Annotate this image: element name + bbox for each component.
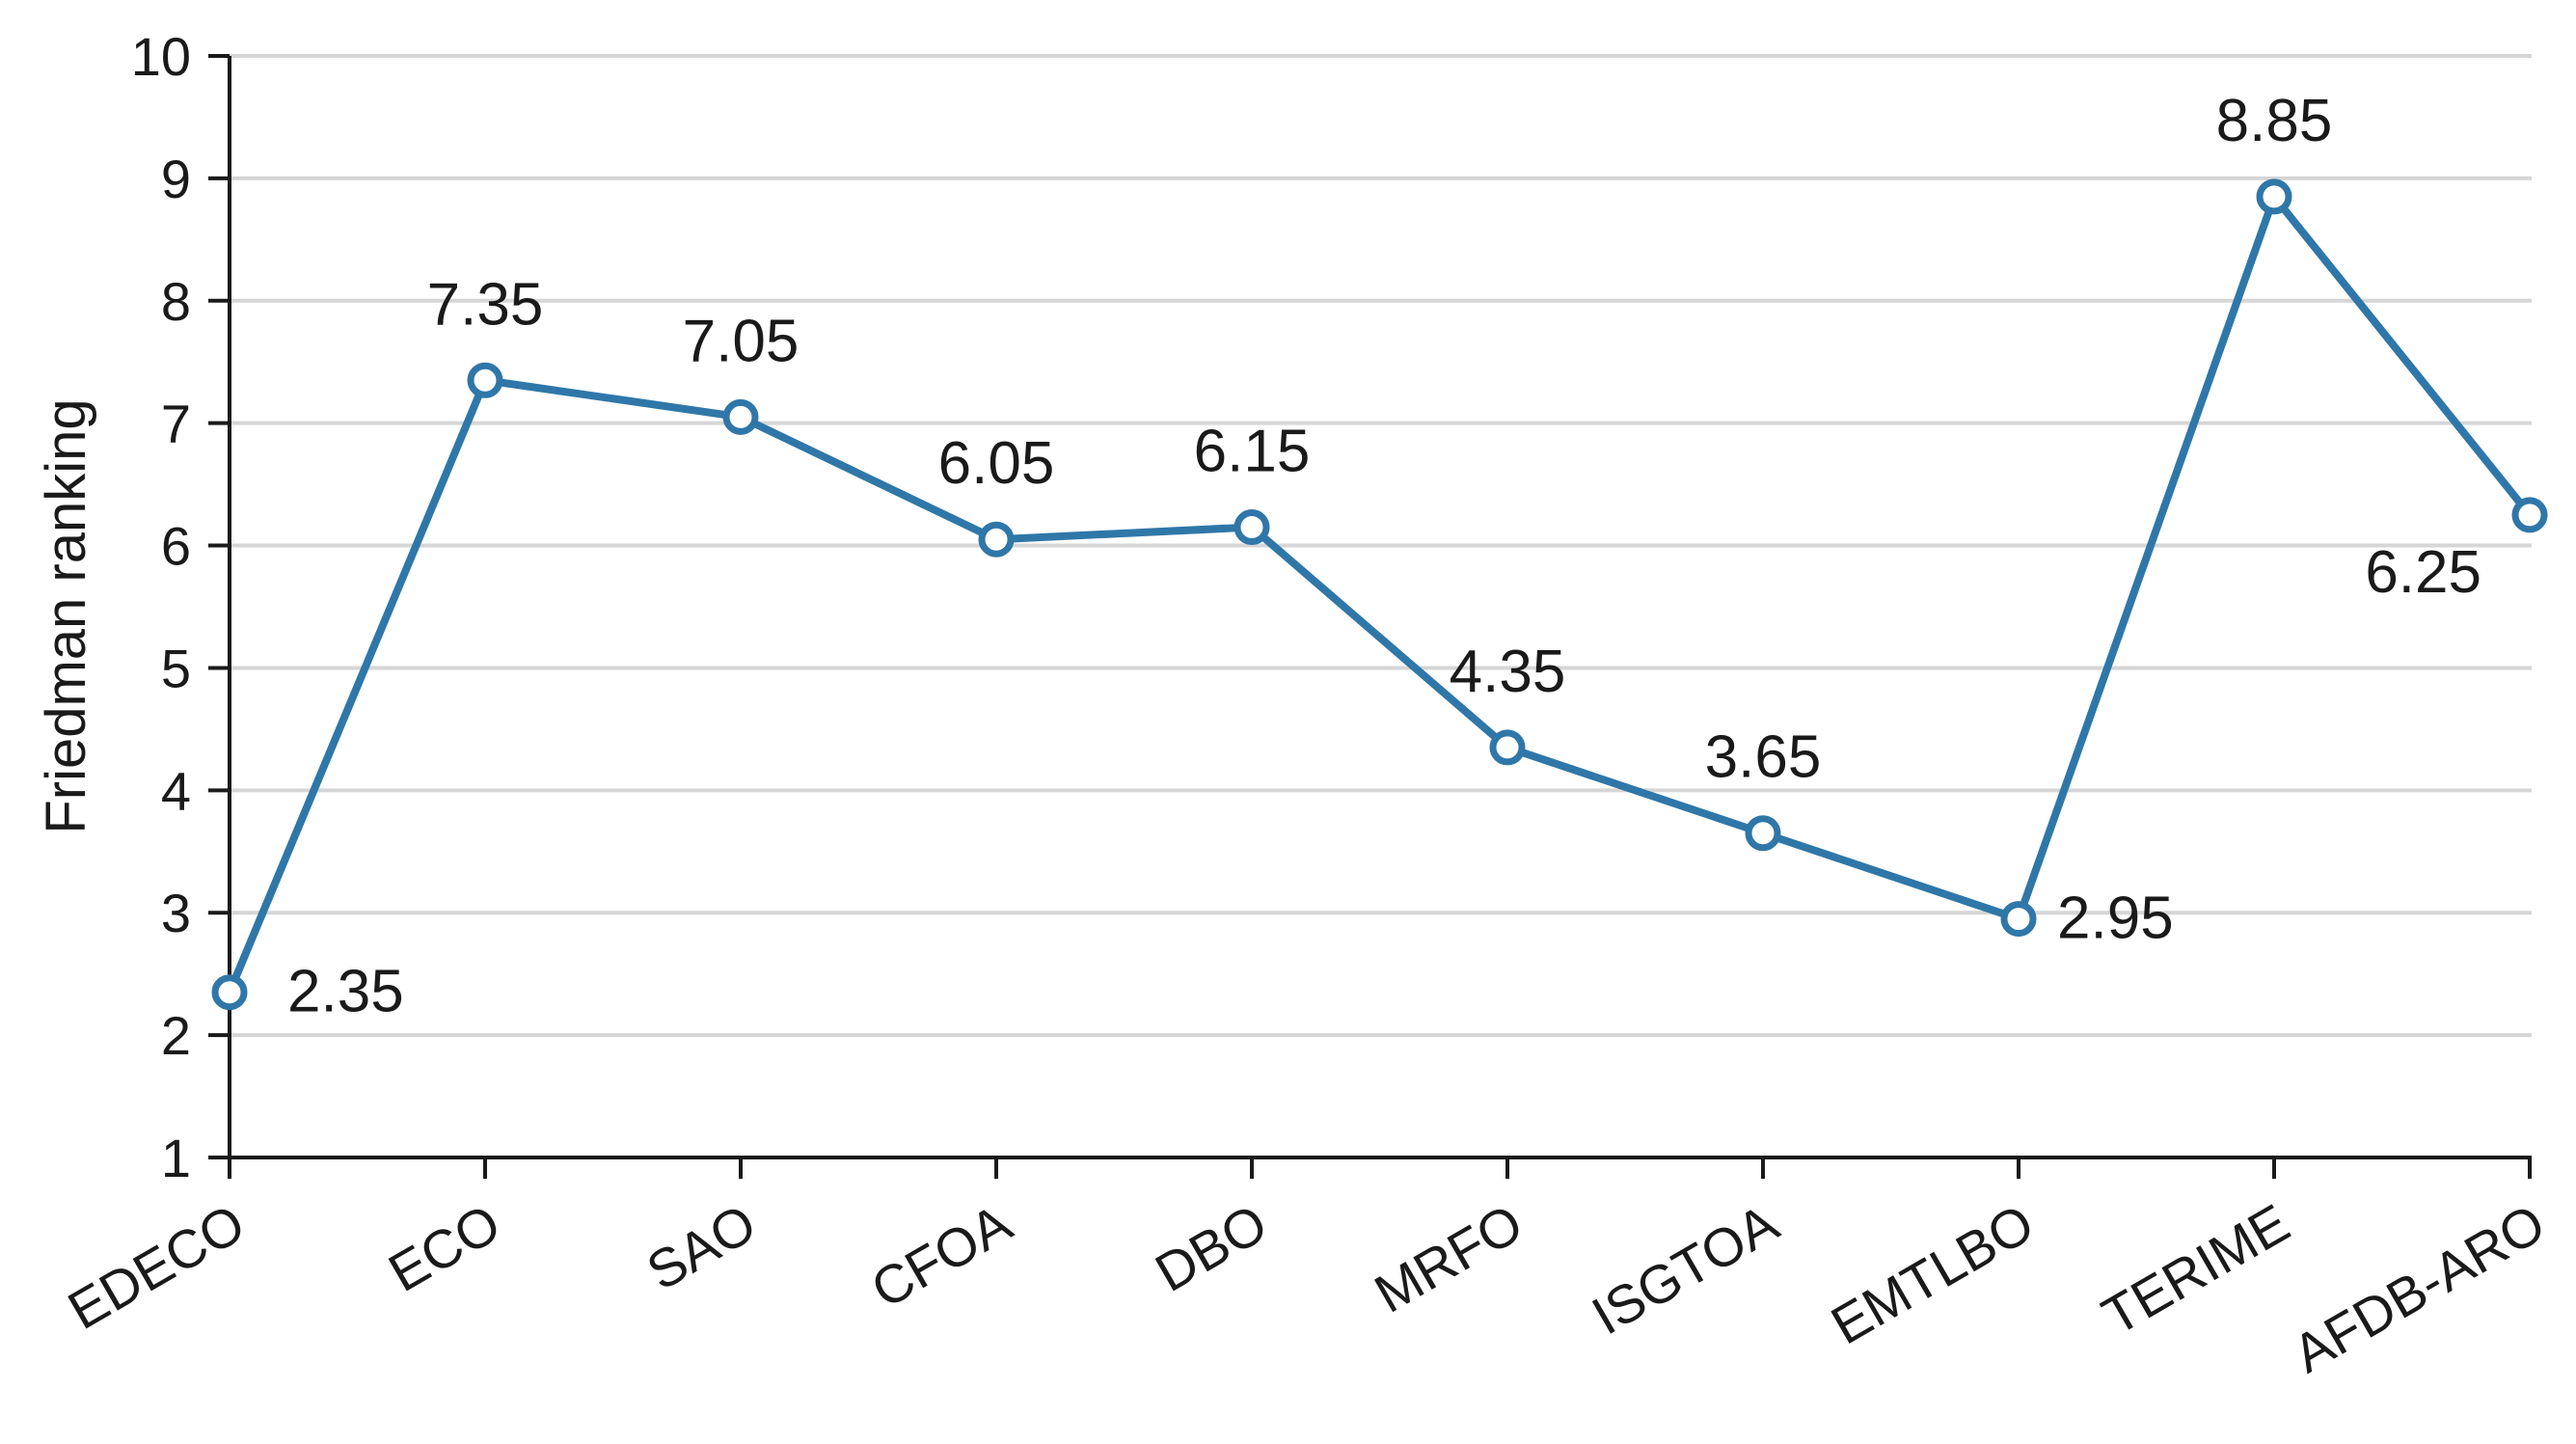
x-category-label: ECO (378, 1192, 510, 1303)
data-label: 2.95 (2057, 885, 2174, 952)
y-tick-label: 6 (161, 516, 191, 577)
gridlines (230, 54, 2532, 1038)
data-point (2000, 901, 2037, 938)
y-axis-title: Friedman ranking (35, 398, 97, 833)
y-tick-label: 4 (161, 760, 191, 821)
data-label: 6.05 (938, 430, 1055, 497)
y-tick-label: 10 (131, 26, 191, 87)
y-tick-label: 9 (161, 149, 191, 209)
series-line (226, 192, 2534, 996)
data-label: 6.15 (1194, 419, 1311, 485)
data-label: 4.35 (1450, 639, 1566, 705)
x-category-label: AFDB-ARO (2283, 1192, 2555, 1384)
data-label: 2.35 (287, 959, 404, 1025)
x-category-label: TERIME (2092, 1192, 2299, 1347)
data-point (978, 521, 1015, 558)
x-axis-ticks: EDECO ECO SAO CFOA DBO MRFO ISGTOA EMTLBO TERIME… (58, 1158, 2555, 1384)
y-tick-label: 3 (161, 883, 191, 943)
y-tick-label: 5 (161, 638, 191, 698)
data-point (1234, 509, 1270, 546)
y-tick-label: 8 (161, 271, 191, 332)
y-tick-label: 2 (161, 1005, 191, 1066)
y-axis-ticks: 1 2 3 4 5 6 7 8 9 10 (131, 26, 230, 1188)
data-point (2256, 178, 2292, 215)
data-point (2511, 497, 2548, 533)
x-category-label: ISGTOA (1582, 1192, 1788, 1347)
x-category-label: EDECO (58, 1192, 255, 1341)
y-tick-label: 1 (161, 1128, 191, 1188)
x-category-label: EMTLBO (1821, 1192, 2044, 1356)
data-label: 3.65 (1705, 724, 1822, 791)
data-point (467, 362, 503, 398)
data-point (211, 974, 248, 1011)
x-category-label: SAO (637, 1192, 766, 1302)
series-group (211, 178, 2548, 1011)
data-labels: 2.35 7.35 7.05 6.05 6.15 4.35 3.65 2.95 8.85 6.25 (287, 88, 2481, 1025)
x-category-label: MRFO (1365, 1192, 1532, 1324)
data-point (1745, 815, 1781, 852)
y-tick-label: 7 (161, 394, 191, 454)
data-point (722, 398, 759, 435)
data-point (1489, 729, 1526, 766)
x-category-label: CFOA (861, 1192, 1022, 1321)
x-category-label: DBO (1145, 1192, 1277, 1303)
data-label: 6.25 (2365, 539, 2481, 606)
data-label: 7.05 (683, 308, 800, 374)
data-label: 8.85 (2216, 88, 2333, 154)
data-label: 7.35 (427, 271, 544, 338)
